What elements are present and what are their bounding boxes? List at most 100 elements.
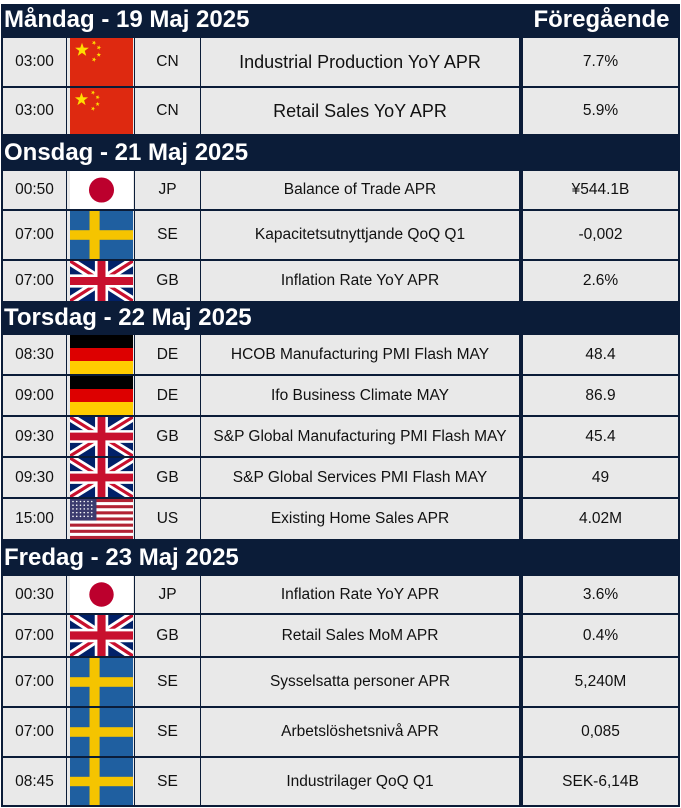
day-title: Onsdag - 21 Maj 2025 <box>4 138 249 166</box>
country-code: SE <box>135 758 200 805</box>
event-row: 07:00 GB Inflation Rate YoY APR 2.6% <box>1 261 680 301</box>
event-time: 07:00 <box>3 615 66 656</box>
previous-column-header: Föregående <box>533 6 670 33</box>
event-time: 09:30 <box>3 458 66 497</box>
event-time: 08:45 <box>3 758 66 805</box>
event-time: 07:00 <box>3 211 66 259</box>
event-name: Sysselsatta personer APR <box>201 658 519 706</box>
previous-value: SEK-6,14B <box>523 758 678 805</box>
event-time: 03:00 <box>3 88 66 134</box>
country-code: CN <box>135 88 200 134</box>
country-code: SE <box>135 211 200 259</box>
previous-value: 4.02M <box>523 499 678 539</box>
day-title: Torsdag - 22 Maj 2025 <box>4 304 252 331</box>
china-flag-icon <box>67 88 134 134</box>
usa-flag-icon <box>67 499 134 539</box>
event-name: Retail Sales MoM APR <box>201 615 519 656</box>
sweden-flag-icon <box>67 758 134 805</box>
country-code: GB <box>135 261 200 301</box>
previous-value: 86.9 <box>523 376 678 415</box>
previous-value: 2.6% <box>523 261 678 301</box>
country-code: GB <box>135 417 200 456</box>
country-code: DE <box>135 335 200 374</box>
event-row: 08:45 SE Industrilager QoQ Q1 SEK-6,14B <box>1 758 680 805</box>
previous-value: 49 <box>523 458 678 497</box>
event-name: Arbetslöshetsnivå APR <box>201 708 519 756</box>
previous-value: ¥544.1B <box>523 171 678 209</box>
previous-value: 7.7% <box>523 38 678 86</box>
event-row: 09:30 GB S&P Global Services PMI Flash M… <box>1 458 680 497</box>
event-name: S&P Global Services PMI Flash MAY <box>201 458 519 497</box>
country-code: GB <box>135 458 200 497</box>
previous-value: 3.6% <box>523 576 678 613</box>
day-title: Måndag - 19 Maj 2025 <box>4 6 250 33</box>
event-name: Ifo Business Climate MAY <box>201 376 519 415</box>
day-header: Måndag - 19 Maj 2025 Föregående <box>1 4 680 36</box>
country-code: DE <box>135 376 200 415</box>
event-name: HCOB Manufacturing PMI Flash MAY <box>201 335 519 374</box>
event-row: 03:00 CN Retail Sales YoY APR 5.9% <box>1 88 680 134</box>
day-header: Torsdag - 22 Maj 2025 <box>1 303 680 333</box>
country-code: US <box>135 499 200 539</box>
japan-flag-icon <box>67 576 134 613</box>
event-row: 08:30 DE HCOB Manufacturing PMI Flash MA… <box>1 335 680 374</box>
country-code: JP <box>135 171 200 209</box>
event-row: 07:00 GB Retail Sales MoM APR 0.4% <box>1 615 680 656</box>
event-time: 09:00 <box>3 376 66 415</box>
sweden-flag-icon <box>67 658 134 706</box>
event-row: 09:30 GB S&P Global Manufacturing PMI Fl… <box>1 417 680 456</box>
uk-flag-icon <box>67 615 134 656</box>
event-name: Retail Sales YoY APR <box>201 88 519 134</box>
day-header: Onsdag - 21 Maj 2025 <box>1 136 680 169</box>
day-header: Fredag - 23 Maj 2025 <box>1 541 680 574</box>
event-row: 00:50 JP Balance of Trade APR ¥544.1B <box>1 171 680 209</box>
event-time: 00:30 <box>3 576 66 613</box>
sweden-flag-icon <box>67 708 134 756</box>
event-name: Industrilager QoQ Q1 <box>201 758 519 805</box>
event-name: Balance of Trade APR <box>201 171 519 209</box>
germany-flag-icon <box>67 335 134 374</box>
previous-value: 0.4% <box>523 615 678 656</box>
event-row: 00:30 JP Inflation Rate YoY APR 3.6% <box>1 576 680 613</box>
event-time: 07:00 <box>3 261 66 301</box>
germany-flag-icon <box>67 376 134 415</box>
previous-value: 45.4 <box>523 417 678 456</box>
economic-calendar: Måndag - 19 Maj 2025 Föregående 03:00 CN… <box>1 4 680 807</box>
event-name: Inflation Rate YoY APR <box>201 576 519 613</box>
uk-flag-icon <box>67 261 134 301</box>
uk-flag-icon <box>67 417 134 456</box>
sweden-flag-icon <box>67 211 134 259</box>
event-time: 07:00 <box>3 708 66 756</box>
previous-value: 5,240M <box>523 658 678 706</box>
previous-value: 5.9% <box>523 88 678 134</box>
china-flag-icon <box>67 38 134 86</box>
uk-flag-icon <box>67 458 134 497</box>
event-name: S&P Global Manufacturing PMI Flash MAY <box>201 417 519 456</box>
event-row: 09:00 DE Ifo Business Climate MAY 86.9 <box>1 376 680 415</box>
country-code: CN <box>135 38 200 86</box>
event-row: 07:00 SE Sysselsatta personer APR 5,240M <box>1 658 680 706</box>
event-time: 15:00 <box>3 499 66 539</box>
previous-value: 0,085 <box>523 708 678 756</box>
japan-flag-icon <box>67 171 134 209</box>
event-row: 15:00 US Existing Home Sales APR 4.02M <box>1 499 680 539</box>
event-time: 08:30 <box>3 335 66 374</box>
previous-value: 48.4 <box>523 335 678 374</box>
event-name: Kapacitetsutnyttjande QoQ Q1 <box>201 211 519 259</box>
event-time: 07:00 <box>3 658 66 706</box>
event-time: 03:00 <box>3 38 66 86</box>
country-code: JP <box>135 576 200 613</box>
event-name: Industrial Production YoY APR <box>201 38 519 86</box>
event-time: 09:30 <box>3 417 66 456</box>
previous-value: -0,002 <box>523 211 678 259</box>
event-name: Inflation Rate YoY APR <box>201 261 519 301</box>
country-code: SE <box>135 658 200 706</box>
event-name: Existing Home Sales APR <box>201 499 519 539</box>
event-row: 07:00 SE Kapacitetsutnyttjande QoQ Q1 -0… <box>1 211 680 259</box>
day-title: Fredag - 23 Maj 2025 <box>4 543 239 571</box>
event-row: 07:00 SE Arbetslöshetsnivå APR 0,085 <box>1 708 680 756</box>
event-row: 03:00 CN Industrial Production YoY APR 7… <box>1 38 680 86</box>
country-code: GB <box>135 615 200 656</box>
country-code: SE <box>135 708 200 756</box>
event-time: 00:50 <box>3 171 66 209</box>
